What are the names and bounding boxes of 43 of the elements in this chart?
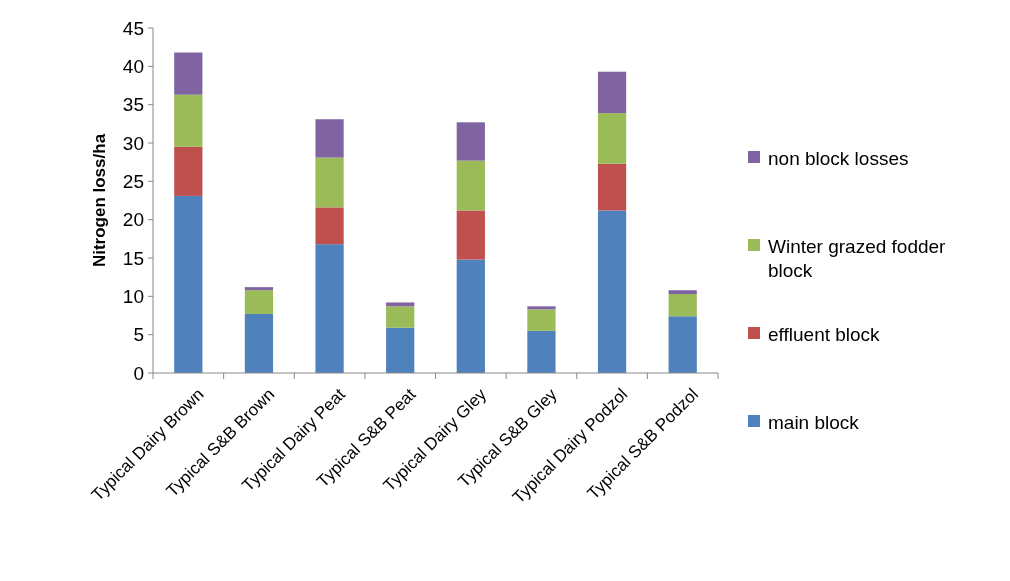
y-tick-label: 45 (122, 17, 144, 39)
bar (244, 287, 274, 291)
bar (668, 294, 697, 317)
y-tick-label: 40 (122, 55, 144, 77)
y-tick-label: 10 (122, 285, 144, 307)
bar (174, 52, 203, 95)
bar (174, 146, 203, 196)
y-tick-label: 30 (122, 132, 144, 154)
y-tick-label: 35 (122, 94, 144, 116)
y-tick-label: 25 (122, 170, 144, 192)
y-tick-label: 15 (122, 247, 144, 269)
bar (456, 160, 485, 211)
bar (597, 163, 627, 211)
bar (174, 94, 203, 147)
y-tick-label: 0 (133, 362, 144, 384)
legend-label: Winter grazed fodder block (768, 235, 947, 282)
y-tick-label: 5 (133, 324, 144, 346)
bar (174, 195, 203, 373)
bar (315, 119, 344, 158)
bar (386, 306, 415, 328)
bar (597, 71, 627, 114)
bar (597, 210, 627, 373)
bar (668, 290, 697, 295)
y-axis-title: Nitrogen loss/ha (90, 133, 109, 268)
bar (315, 207, 344, 245)
bar (386, 302, 415, 307)
bar (456, 210, 485, 260)
bar (527, 306, 556, 310)
bar (315, 157, 344, 208)
legend-label: effluent block (768, 323, 881, 345)
bar (597, 113, 627, 164)
legend-label: main block (768, 411, 860, 433)
bar (527, 309, 556, 331)
bar (456, 122, 485, 161)
legend-label: non block losses (768, 147, 909, 169)
bar (315, 244, 344, 373)
bar (386, 327, 415, 373)
bar (244, 290, 274, 314)
y-tick-label: 20 (122, 209, 144, 231)
bar (668, 316, 697, 373)
bar (527, 330, 556, 373)
bar (244, 313, 274, 373)
bar (456, 259, 485, 373)
